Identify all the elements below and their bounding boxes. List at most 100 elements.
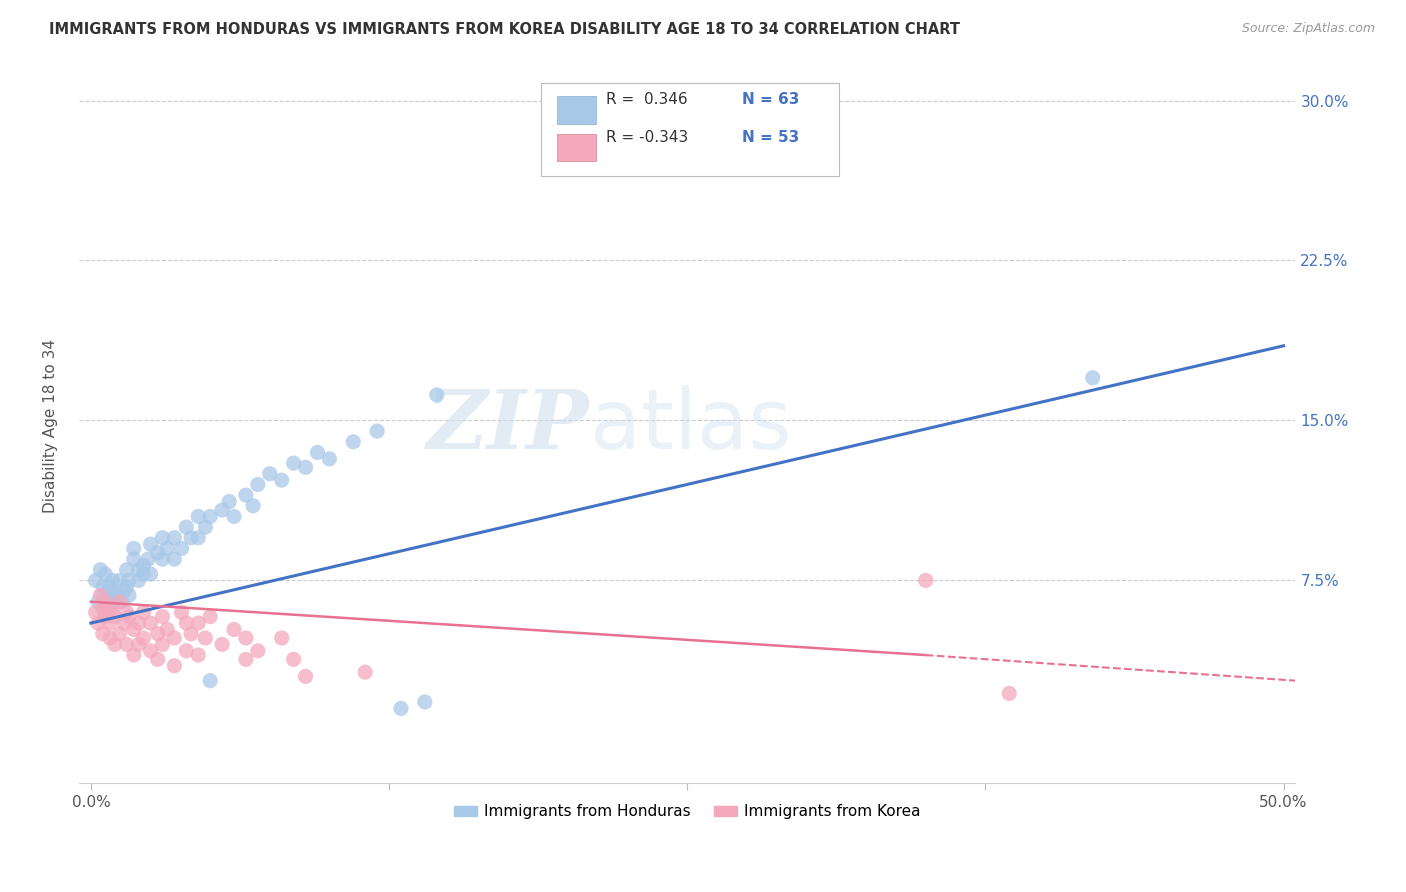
Point	[426, 388, 449, 402]
Point	[98, 580, 121, 594]
Text: atlas: atlas	[591, 385, 792, 467]
Point	[128, 563, 150, 577]
Point	[342, 434, 364, 449]
Text: N = 53: N = 53	[742, 130, 799, 145]
Point	[163, 552, 186, 566]
Point	[366, 424, 388, 438]
Text: R = -0.343: R = -0.343	[606, 130, 688, 145]
Point	[139, 644, 162, 658]
Point	[91, 601, 114, 615]
Point	[94, 567, 117, 582]
Point	[98, 631, 121, 645]
Point	[104, 637, 127, 651]
Point	[122, 541, 145, 556]
Point	[211, 637, 233, 651]
Point	[152, 637, 174, 651]
Point	[84, 606, 107, 620]
Point	[180, 531, 202, 545]
FancyBboxPatch shape	[557, 96, 596, 123]
Point	[115, 563, 138, 577]
Point	[222, 509, 245, 524]
Point	[170, 541, 193, 556]
Point	[122, 648, 145, 662]
Point	[108, 574, 131, 588]
Point	[118, 588, 141, 602]
Point	[180, 626, 202, 640]
Point	[84, 574, 107, 588]
Point	[104, 584, 127, 599]
Point	[118, 574, 141, 588]
Point	[104, 609, 127, 624]
Point	[270, 631, 292, 645]
Point	[187, 648, 209, 662]
Point	[187, 509, 209, 524]
Point	[283, 652, 305, 666]
Point	[211, 503, 233, 517]
Point	[112, 584, 135, 599]
Point	[98, 588, 121, 602]
Point	[198, 673, 221, 688]
Point	[914, 574, 936, 588]
Point	[156, 541, 179, 556]
Point	[235, 488, 257, 502]
Point	[413, 695, 436, 709]
Point	[389, 701, 412, 715]
Point	[187, 531, 209, 545]
Point	[112, 616, 135, 631]
Point	[146, 626, 169, 640]
Point	[91, 580, 114, 594]
Point	[97, 606, 120, 620]
Text: R =  0.346: R = 0.346	[606, 92, 688, 107]
Point	[97, 584, 120, 599]
Text: N = 63: N = 63	[742, 92, 800, 107]
Point	[170, 606, 193, 620]
Point	[198, 609, 221, 624]
Point	[294, 460, 316, 475]
Point	[91, 626, 114, 640]
Point	[98, 616, 121, 631]
Point	[198, 509, 221, 524]
Point	[194, 520, 217, 534]
Point	[115, 637, 138, 651]
Point	[94, 595, 117, 609]
Point	[111, 595, 134, 609]
Point	[187, 616, 209, 631]
Text: Source: ZipAtlas.com: Source: ZipAtlas.com	[1241, 22, 1375, 36]
Point	[94, 606, 117, 620]
Text: ZIP: ZIP	[427, 385, 591, 466]
Point	[89, 588, 111, 602]
Point	[318, 451, 340, 466]
Point	[259, 467, 281, 481]
Point	[97, 595, 120, 609]
Point	[163, 531, 186, 545]
Legend: Immigrants from Honduras, Immigrants from Korea: Immigrants from Honduras, Immigrants fro…	[447, 798, 927, 825]
Point	[174, 520, 197, 534]
Point	[89, 563, 111, 577]
Point	[222, 623, 245, 637]
Point	[139, 616, 162, 631]
Point	[132, 567, 155, 582]
Point	[246, 644, 269, 658]
Point	[235, 631, 257, 645]
Point	[270, 473, 292, 487]
Point	[122, 623, 145, 637]
Point	[128, 637, 150, 651]
Point	[132, 558, 155, 573]
Point	[235, 652, 257, 666]
FancyBboxPatch shape	[541, 83, 839, 176]
Point	[139, 567, 162, 582]
Point	[998, 686, 1021, 700]
Point	[152, 609, 174, 624]
Point	[156, 623, 179, 637]
Point	[246, 477, 269, 491]
Point	[163, 631, 186, 645]
Point	[174, 616, 197, 631]
Point	[294, 669, 316, 683]
Point	[152, 552, 174, 566]
Point	[242, 499, 264, 513]
Text: IMMIGRANTS FROM HONDURAS VS IMMIGRANTS FROM KOREA DISABILITY AGE 18 TO 34 CORREL: IMMIGRANTS FROM HONDURAS VS IMMIGRANTS F…	[49, 22, 960, 37]
Point	[283, 456, 305, 470]
Point	[146, 546, 169, 560]
Point	[115, 606, 138, 620]
Point	[132, 606, 155, 620]
